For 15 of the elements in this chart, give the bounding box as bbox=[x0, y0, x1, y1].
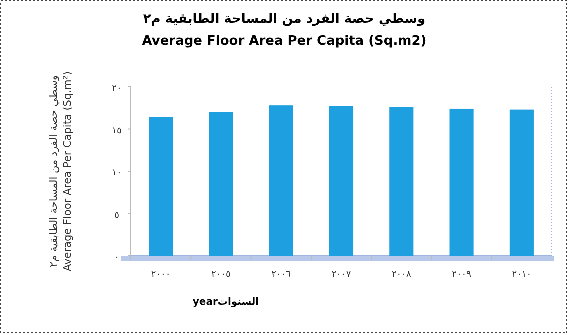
y-tick-label: ٠ bbox=[114, 253, 120, 263]
x-tick-label: ٢٠٠٩ bbox=[452, 270, 472, 280]
y-tick-label: ١٥ bbox=[112, 126, 122, 136]
chart-subtitle: Average Floor Area Per Capita (Sq.m2) bbox=[142, 34, 427, 49]
x-tick-label: ٢٠٠٠ bbox=[151, 270, 171, 280]
y-tick-label: ٥ bbox=[114, 210, 120, 221]
x-tick-label: ٢٠٠٨ bbox=[392, 270, 412, 280]
y-tick-label: ٢٠ bbox=[112, 84, 122, 94]
x-tick-label: ٢٠٠٥ bbox=[212, 270, 232, 280]
x-tick-label: ٢٠٠٧ bbox=[332, 270, 352, 280]
x-tick-label: ٢٠٠٦ bbox=[272, 270, 292, 280]
y-tick-label: ١٠ bbox=[112, 168, 122, 178]
x-tick-label: ٢٠١٠ bbox=[512, 270, 532, 280]
chart-title: وسطي حصة الفرد من المساحة الطابقية م٢ bbox=[143, 12, 426, 27]
x-axis-title: السنواتyear bbox=[192, 297, 260, 308]
